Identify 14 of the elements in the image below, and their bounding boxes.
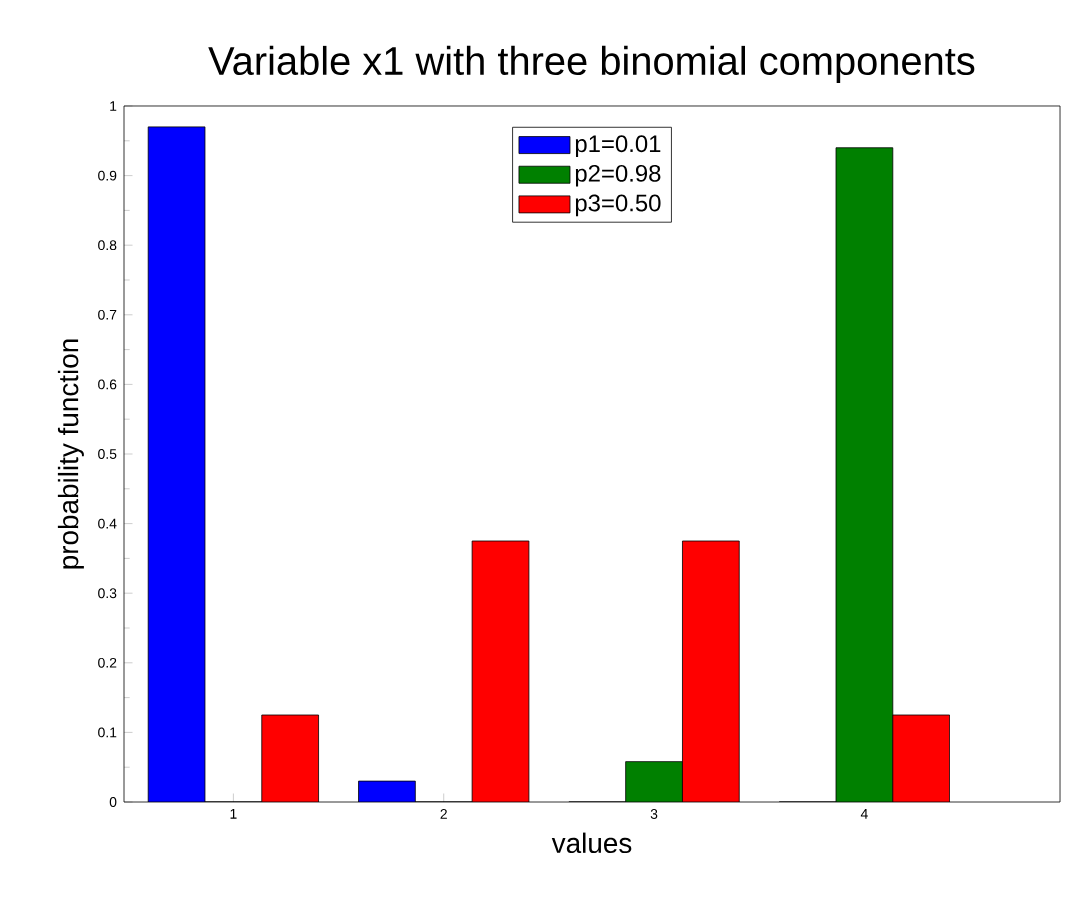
y-axis-title: probability function xyxy=(57,339,84,569)
bar xyxy=(358,781,416,802)
bar xyxy=(261,714,319,802)
x-axis-title: values xyxy=(551,832,632,854)
legend-label: p1=0.01 xyxy=(575,135,661,157)
bar xyxy=(147,126,206,802)
bar xyxy=(625,761,683,802)
bar xyxy=(682,540,740,802)
chart-title: Variable x1 with three binomial components xyxy=(208,45,975,84)
legend-label: p2=0.98 xyxy=(575,164,661,187)
legend-label: p3=0.50 xyxy=(575,194,661,217)
bar xyxy=(835,147,894,802)
bar xyxy=(472,541,529,802)
bar xyxy=(892,714,950,802)
